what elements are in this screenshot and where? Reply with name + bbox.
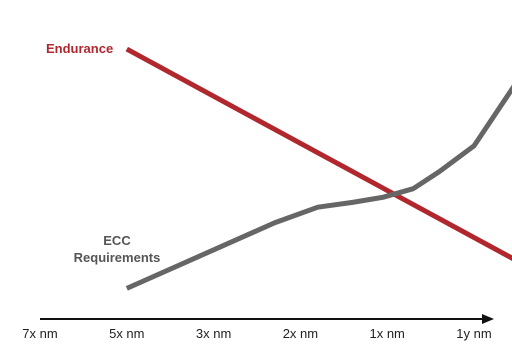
series-label-ecc-requirements: ECC Requirements [74, 233, 161, 265]
series-line-ecc-requirements [125, 84, 512, 291]
series-label-ecc-line-1: ECC [103, 233, 131, 248]
x-tick-label: 5x nm [109, 326, 144, 341]
series-line-endurance [125, 46, 512, 261]
x-tick-label: 7x nm [22, 326, 57, 341]
x-tick-label: 1x nm [369, 326, 404, 341]
x-tick-label: 1y nm [456, 326, 491, 341]
series-lines [125, 46, 512, 291]
x-tick-label: 3x nm [196, 326, 231, 341]
x-axis-arrowhead [482, 314, 494, 324]
series-label-ecc-line-2: Requirements [74, 250, 161, 265]
x-tick-labels: 7x nm 5x nm 3x nm 2x nm 1x nm 1y nm [22, 326, 491, 341]
series-labels: Endurance ECC Requirements [46, 41, 160, 265]
x-axis [40, 314, 494, 324]
x-tick-label: 2x nm [283, 326, 318, 341]
series-label-endurance: Endurance [46, 41, 113, 56]
